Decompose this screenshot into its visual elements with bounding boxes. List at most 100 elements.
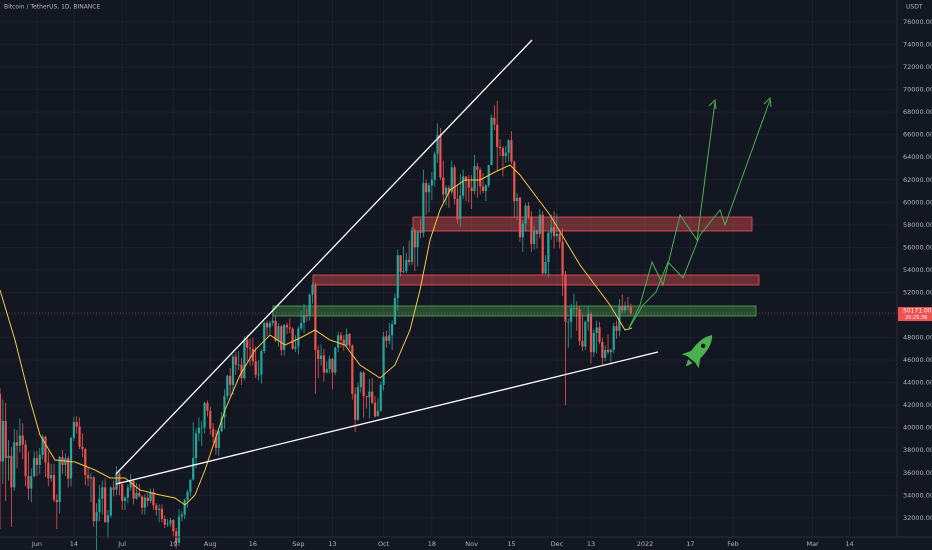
y-tick-label: 42000.00 <box>903 401 932 409</box>
drawings-top <box>0 39 772 506</box>
y-tick-label: 66000.00 <box>903 131 932 139</box>
candle-body <box>544 262 547 274</box>
candle-body <box>138 493 141 497</box>
x-tick-label: 17 <box>686 540 694 548</box>
candle-body <box>300 322 303 329</box>
candle-body <box>254 361 257 375</box>
candle-body <box>572 308 576 310</box>
candle-body <box>334 347 337 373</box>
candle-body <box>226 375 229 397</box>
candle-body <box>177 516 181 543</box>
candle-body <box>243 339 246 379</box>
candle-body <box>623 305 627 311</box>
candle-body <box>192 458 195 480</box>
candle-body <box>223 396 226 418</box>
candle-body <box>24 444 27 477</box>
x-tick-label: Sep <box>292 540 304 548</box>
candle-body <box>291 328 294 349</box>
candle-body <box>44 436 47 463</box>
candle-body <box>578 309 581 341</box>
y-tick-label: 56000.00 <box>903 243 932 251</box>
candle-body <box>10 455 13 488</box>
candle-body <box>280 326 283 350</box>
candle-body <box>84 449 87 476</box>
candle-body <box>283 325 286 350</box>
candle-body <box>95 512 98 522</box>
candle-body <box>163 518 166 525</box>
candle-body <box>521 223 524 238</box>
candle-body <box>442 177 445 195</box>
candle-body <box>371 391 374 403</box>
x-tick-label: Dec <box>551 540 564 548</box>
candle-body <box>129 480 132 488</box>
candle-body <box>612 326 615 350</box>
candle-body <box>214 436 218 448</box>
y-tick-label: 52000.00 <box>903 288 932 296</box>
candle-body <box>467 180 470 188</box>
x-tick-label: 15 <box>507 540 515 548</box>
y-tick-label: 64000.00 <box>903 153 932 161</box>
candle-body <box>331 358 334 373</box>
candle-body <box>601 342 604 358</box>
candle-body <box>581 340 584 347</box>
projection-arrow <box>627 101 716 331</box>
candle-body <box>342 339 345 346</box>
resistance-zone <box>412 216 753 232</box>
candle-body <box>186 491 189 500</box>
candle-body <box>479 169 482 187</box>
candle-body <box>297 328 300 347</box>
candle-body <box>234 356 237 365</box>
candle-body <box>351 345 354 394</box>
candle-body <box>305 314 308 317</box>
x-tick-label: Oct <box>378 540 390 548</box>
y-tick-label: 48000.00 <box>903 334 932 342</box>
candle-body <box>109 487 112 516</box>
candle-body <box>541 214 544 274</box>
candle-body <box>459 195 462 220</box>
candle-body <box>220 417 223 432</box>
candle-body <box>197 427 200 434</box>
candle-body <box>314 284 317 350</box>
candle-body <box>587 313 590 322</box>
candle-body <box>7 455 10 459</box>
candle-body <box>126 487 129 498</box>
candle-body <box>396 255 399 299</box>
candle-body <box>444 187 448 195</box>
candle-body <box>385 336 388 341</box>
candle-body <box>433 153 436 180</box>
candle-body <box>518 197 522 238</box>
candle-body <box>416 231 419 248</box>
candle-body <box>112 487 115 490</box>
candle-body <box>584 321 587 347</box>
candle-body <box>86 475 90 479</box>
y-tick-label: 44000.00 <box>903 379 932 387</box>
candle-body <box>606 349 610 353</box>
candle-body <box>439 134 442 178</box>
candle-body <box>106 515 110 523</box>
trend-line <box>115 39 533 475</box>
candle-body <box>265 322 269 328</box>
y-tick-label: 62000.00 <box>903 176 932 184</box>
candle-body <box>453 167 456 199</box>
candle-body <box>399 255 402 273</box>
candle-body <box>319 355 323 359</box>
candle-body <box>98 498 101 513</box>
candle-body <box>72 422 75 438</box>
candle-body <box>552 227 556 237</box>
candle-body <box>393 298 397 325</box>
candle-body <box>32 458 36 477</box>
countdown-label: 20:25:36 <box>905 315 927 321</box>
candle-body <box>231 356 235 385</box>
y-tick-label: 74000.00 <box>903 41 932 49</box>
candle-body <box>146 497 149 501</box>
candle-body <box>89 477 93 479</box>
candle-body <box>18 435 21 446</box>
candle-body <box>555 233 558 237</box>
candle-body <box>189 479 192 492</box>
candle-body <box>422 183 425 233</box>
candle-body <box>121 484 124 501</box>
candle-body <box>166 523 169 525</box>
candle-body <box>21 435 24 445</box>
grid <box>0 0 895 537</box>
candle-body <box>140 496 144 508</box>
